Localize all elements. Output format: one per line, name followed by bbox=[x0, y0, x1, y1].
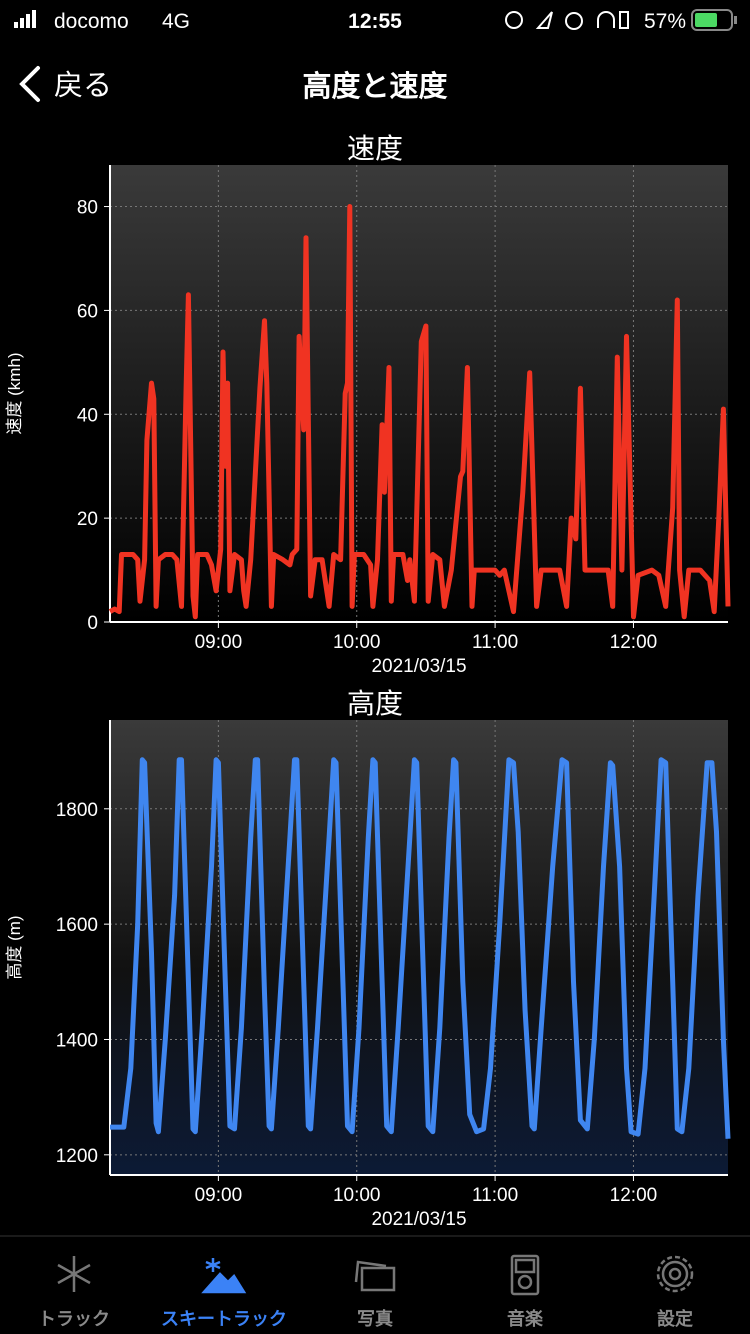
tab-labels: トラック スキートラック 写真 音楽 設定 bbox=[38, 1308, 693, 1329]
tab-icons bbox=[57, 1254, 694, 1296]
y-tick-label: 40 bbox=[77, 405, 98, 426]
tab-label[interactable]: 写真 bbox=[357, 1308, 393, 1329]
y-tick-label: 60 bbox=[77, 301, 98, 322]
charts: 速度 0 20 40 60 80 09:00 10:00 11:00 12:00 2021/03/1… bbox=[5, 133, 731, 1230]
photo-icon bbox=[354, 1260, 396, 1292]
tab-label[interactable]: スキートラック bbox=[161, 1309, 287, 1329]
x-axis-label: 2021/03/15 bbox=[371, 656, 466, 677]
y-tick-label: 0 bbox=[87, 613, 98, 634]
signal-icon bbox=[14, 10, 36, 28]
ski-icon bbox=[201, 1258, 247, 1294]
y-axis-label: 高度 (m) bbox=[5, 915, 24, 979]
clock: 12:55 bbox=[348, 10, 402, 33]
y-axis-label: 速度 (kmh) bbox=[5, 352, 24, 434]
x-tick-label: 10:00 bbox=[333, 1185, 381, 1206]
carrier: docomo bbox=[54, 10, 129, 33]
back-button[interactable]: 戻る bbox=[54, 69, 112, 102]
nav-title: 高度と速度 bbox=[302, 70, 447, 103]
y-tick-label: 1600 bbox=[56, 915, 98, 936]
y-tick-label: 1400 bbox=[56, 1030, 98, 1051]
x-tick-label: 10:00 bbox=[333, 632, 381, 653]
x-axis-label: 2021/03/15 bbox=[371, 1209, 466, 1230]
status-icons bbox=[505, 11, 629, 30]
y-tick-label: 1200 bbox=[56, 1146, 98, 1167]
network: 4G bbox=[162, 10, 190, 33]
tab-label[interactable]: 音楽 bbox=[507, 1308, 544, 1329]
chart-title: 速度 bbox=[347, 133, 403, 164]
y-tick-label: 80 bbox=[77, 198, 98, 219]
settings-icon bbox=[656, 1255, 694, 1293]
x-tick-label: 09:00 bbox=[195, 632, 243, 653]
data-line bbox=[110, 757, 731, 1139]
battery-level: 57% bbox=[644, 10, 686, 33]
tab-label[interactable]: トラック bbox=[38, 1309, 110, 1329]
x-tick-label: 09:00 bbox=[195, 1185, 243, 1206]
tab-label[interactable]: 設定 bbox=[657, 1308, 693, 1329]
y-tick-label: 1800 bbox=[56, 800, 98, 821]
x-tick-label: 12:00 bbox=[610, 1185, 658, 1206]
x-tick-label: 12:00 bbox=[610, 632, 658, 653]
y-tick-label: 20 bbox=[77, 509, 98, 530]
x-tick-label: 11:00 bbox=[472, 1185, 518, 1206]
x-tick-label: 11:00 bbox=[472, 632, 518, 653]
snowflake-icon bbox=[57, 1256, 91, 1292]
battery-icon bbox=[691, 9, 737, 31]
music-icon bbox=[510, 1254, 540, 1296]
back-arrow[interactable] bbox=[19, 66, 40, 102]
chart-title: 高度 bbox=[347, 688, 403, 719]
data-line bbox=[108, 204, 731, 620]
